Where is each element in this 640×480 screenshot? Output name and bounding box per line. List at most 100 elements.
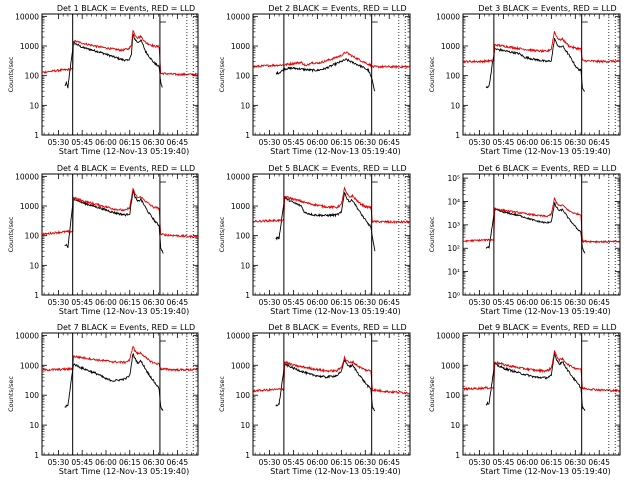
- chart-panel-2: 1 10 100 1000 10000 05:30 05:45 06:00 06:15 06:30…: [218, 4, 411, 156]
- x-axis: 05:30 05:45 06:00 06:15 06:30 06:45: [254, 333, 409, 467]
- x-tick-label: 05:45: [283, 138, 305, 147]
- y-tick-label: 10000: [15, 172, 39, 181]
- series-red-line: [42, 29, 198, 77]
- y-axis-label: Counts/sec: [7, 216, 15, 252]
- series-red-line: [253, 51, 410, 69]
- series-group: [253, 355, 410, 412]
- series-red-line: [463, 350, 620, 393]
- y-tick-label: 1000: [231, 42, 250, 51]
- y-axis: 1 10 100 1000 10000: [15, 331, 198, 460]
- y-tick-label: 1000: [20, 42, 39, 51]
- x-tick-label: 06:45: [378, 298, 400, 307]
- series-black-line: [275, 358, 376, 412]
- series-black-line: [64, 353, 164, 412]
- chart-title: Det 1 BLACK = Events, RED = LLD: [57, 4, 195, 13]
- x-axis-label: Start Time (12-Nov-13 05:19:40): [59, 147, 189, 156]
- x-tick-label: 06:00: [95, 138, 117, 147]
- y-tick-label: 10000: [436, 12, 460, 21]
- y-tick-label: 1: [34, 451, 39, 460]
- plot-frame: [41, 332, 199, 456]
- y-tick-label: 1: [455, 451, 460, 460]
- series-group: [463, 31, 620, 92]
- x-tick-label: 06:30: [564, 298, 586, 307]
- x-tick-label: 05:45: [283, 458, 305, 467]
- x-tick-label: 06:15: [119, 298, 141, 307]
- x-tick-label: 05:30: [469, 298, 491, 307]
- x-axis-label: Start Time (12-Nov-13 05:19:40): [270, 307, 400, 316]
- y-tick-label: 10: [450, 421, 460, 430]
- x-tick-label: 05:30: [469, 458, 491, 467]
- x-tick-label: 05:45: [493, 458, 515, 467]
- series-group: [42, 187, 198, 254]
- y-tick-label: 10: [240, 261, 250, 270]
- chart-title: Det 9 BLACK = Events, RED = LLD: [478, 323, 616, 332]
- y-tick-label: 1: [245, 291, 250, 300]
- y-tick-label: 10000: [15, 12, 39, 21]
- y-axis-label: Counts/sec: [218, 376, 226, 412]
- plot-frame: [462, 173, 621, 296]
- y-axis: 1 10 100 1000 10000: [436, 12, 620, 140]
- y-tick-label: 10: [29, 261, 39, 270]
- y-tick-label: 1: [455, 131, 460, 140]
- y-tick-label: 100: [236, 72, 251, 81]
- plot-frame: [462, 13, 621, 136]
- y-axis-label: Counts/sec: [218, 216, 226, 252]
- y-tick-label: 10: [29, 101, 39, 110]
- series-red-line: [253, 355, 410, 395]
- y-tick-label: 10: [450, 101, 460, 110]
- x-tick-label: 05:30: [259, 298, 281, 307]
- x-tick-label: 05:30: [48, 138, 70, 147]
- x-tick-label: 06:15: [541, 138, 563, 147]
- x-tick-label: 06:00: [95, 458, 117, 467]
- x-tick-label: 06:15: [331, 138, 353, 147]
- y-tick-label: 100: [236, 391, 251, 400]
- x-axis: 05:30 05:45 06:00 06:15 06:30 06:45: [254, 14, 409, 147]
- x-tick-label: 06:00: [307, 138, 329, 147]
- x-tick-label: 06:15: [541, 298, 563, 307]
- chart-title: Det 6 BLACK = Events, RED = LLD: [478, 164, 616, 173]
- y-tick-label: 10⁴: [447, 197, 460, 206]
- series-group: [42, 346, 198, 412]
- y-tick-label: 1000: [20, 202, 39, 211]
- plot-frame: [41, 173, 199, 296]
- x-tick-label: 06:45: [167, 298, 189, 307]
- series-red-line: [42, 187, 198, 239]
- y-tick-label: 10000: [226, 12, 250, 21]
- x-axis-label: Start Time (12-Nov-13 05:19:40): [480, 467, 610, 476]
- x-tick-label: 06:30: [354, 138, 376, 147]
- series-black-line: [485, 201, 586, 254]
- series-group: [253, 186, 410, 252]
- y-tick-label: 10²: [447, 244, 460, 253]
- y-axis-label: Counts/sec: [7, 56, 15, 92]
- y-tick-label: 1000: [20, 361, 39, 370]
- y-axis: 1 10 100 1000 10000: [226, 331, 410, 460]
- x-tick-label: 05:45: [283, 298, 305, 307]
- chart-panel-3: 1 10 100 1000 10000 05:30 05:45 06:00 06:15 06:30…: [428, 4, 621, 156]
- x-tick-label: 06:15: [541, 458, 563, 467]
- x-tick-label: 06:00: [517, 298, 539, 307]
- series-red-line: [42, 346, 198, 373]
- y-tick-label: 100: [236, 232, 251, 241]
- plot-frame: [252, 173, 411, 296]
- y-tick-label: 1000: [231, 202, 250, 211]
- y-tick-label: 10⁰: [447, 291, 460, 300]
- y-axis: 1 10 100 1000 10000: [226, 12, 410, 140]
- x-tick-label: 06:30: [564, 458, 586, 467]
- chart-panel-9: 1 10 100 1000 10000 05:30 05:45 06:00 06:15 06:30…: [428, 323, 621, 476]
- series-red-line: [463, 197, 620, 244]
- chart-panel-1: 1 10 100 1000 10000 05:30 05:45 06:00 06:15 06:30…: [7, 4, 199, 156]
- y-tick-label: 1: [245, 451, 250, 460]
- y-tick-label: 10⁵: [447, 174, 460, 183]
- x-tick-label: 05:30: [48, 298, 70, 307]
- chart-panel-5: 1 10 100 1000 10000 05:30 05:45 06:00 06:15 06:30…: [218, 164, 411, 316]
- y-tick-label: 10000: [226, 331, 250, 340]
- series-red-line: [253, 186, 410, 225]
- x-tick-label: 06:30: [354, 458, 376, 467]
- x-axis-label: Start Time (12-Nov-13 05:19:40): [480, 147, 610, 156]
- chart-panel-8: 1 10 100 1000 10000 05:30 05:45 06:00 06:15 06:30…: [218, 323, 411, 476]
- y-axis-label: Counts/sec: [7, 376, 15, 412]
- y-axis-label: Counts/sec: [428, 56, 436, 92]
- chart-title: Det 4 BLACK = Events, RED = LLD: [57, 164, 195, 173]
- y-tick-label: 10000: [15, 331, 39, 340]
- x-tick-label: 06:45: [378, 138, 400, 147]
